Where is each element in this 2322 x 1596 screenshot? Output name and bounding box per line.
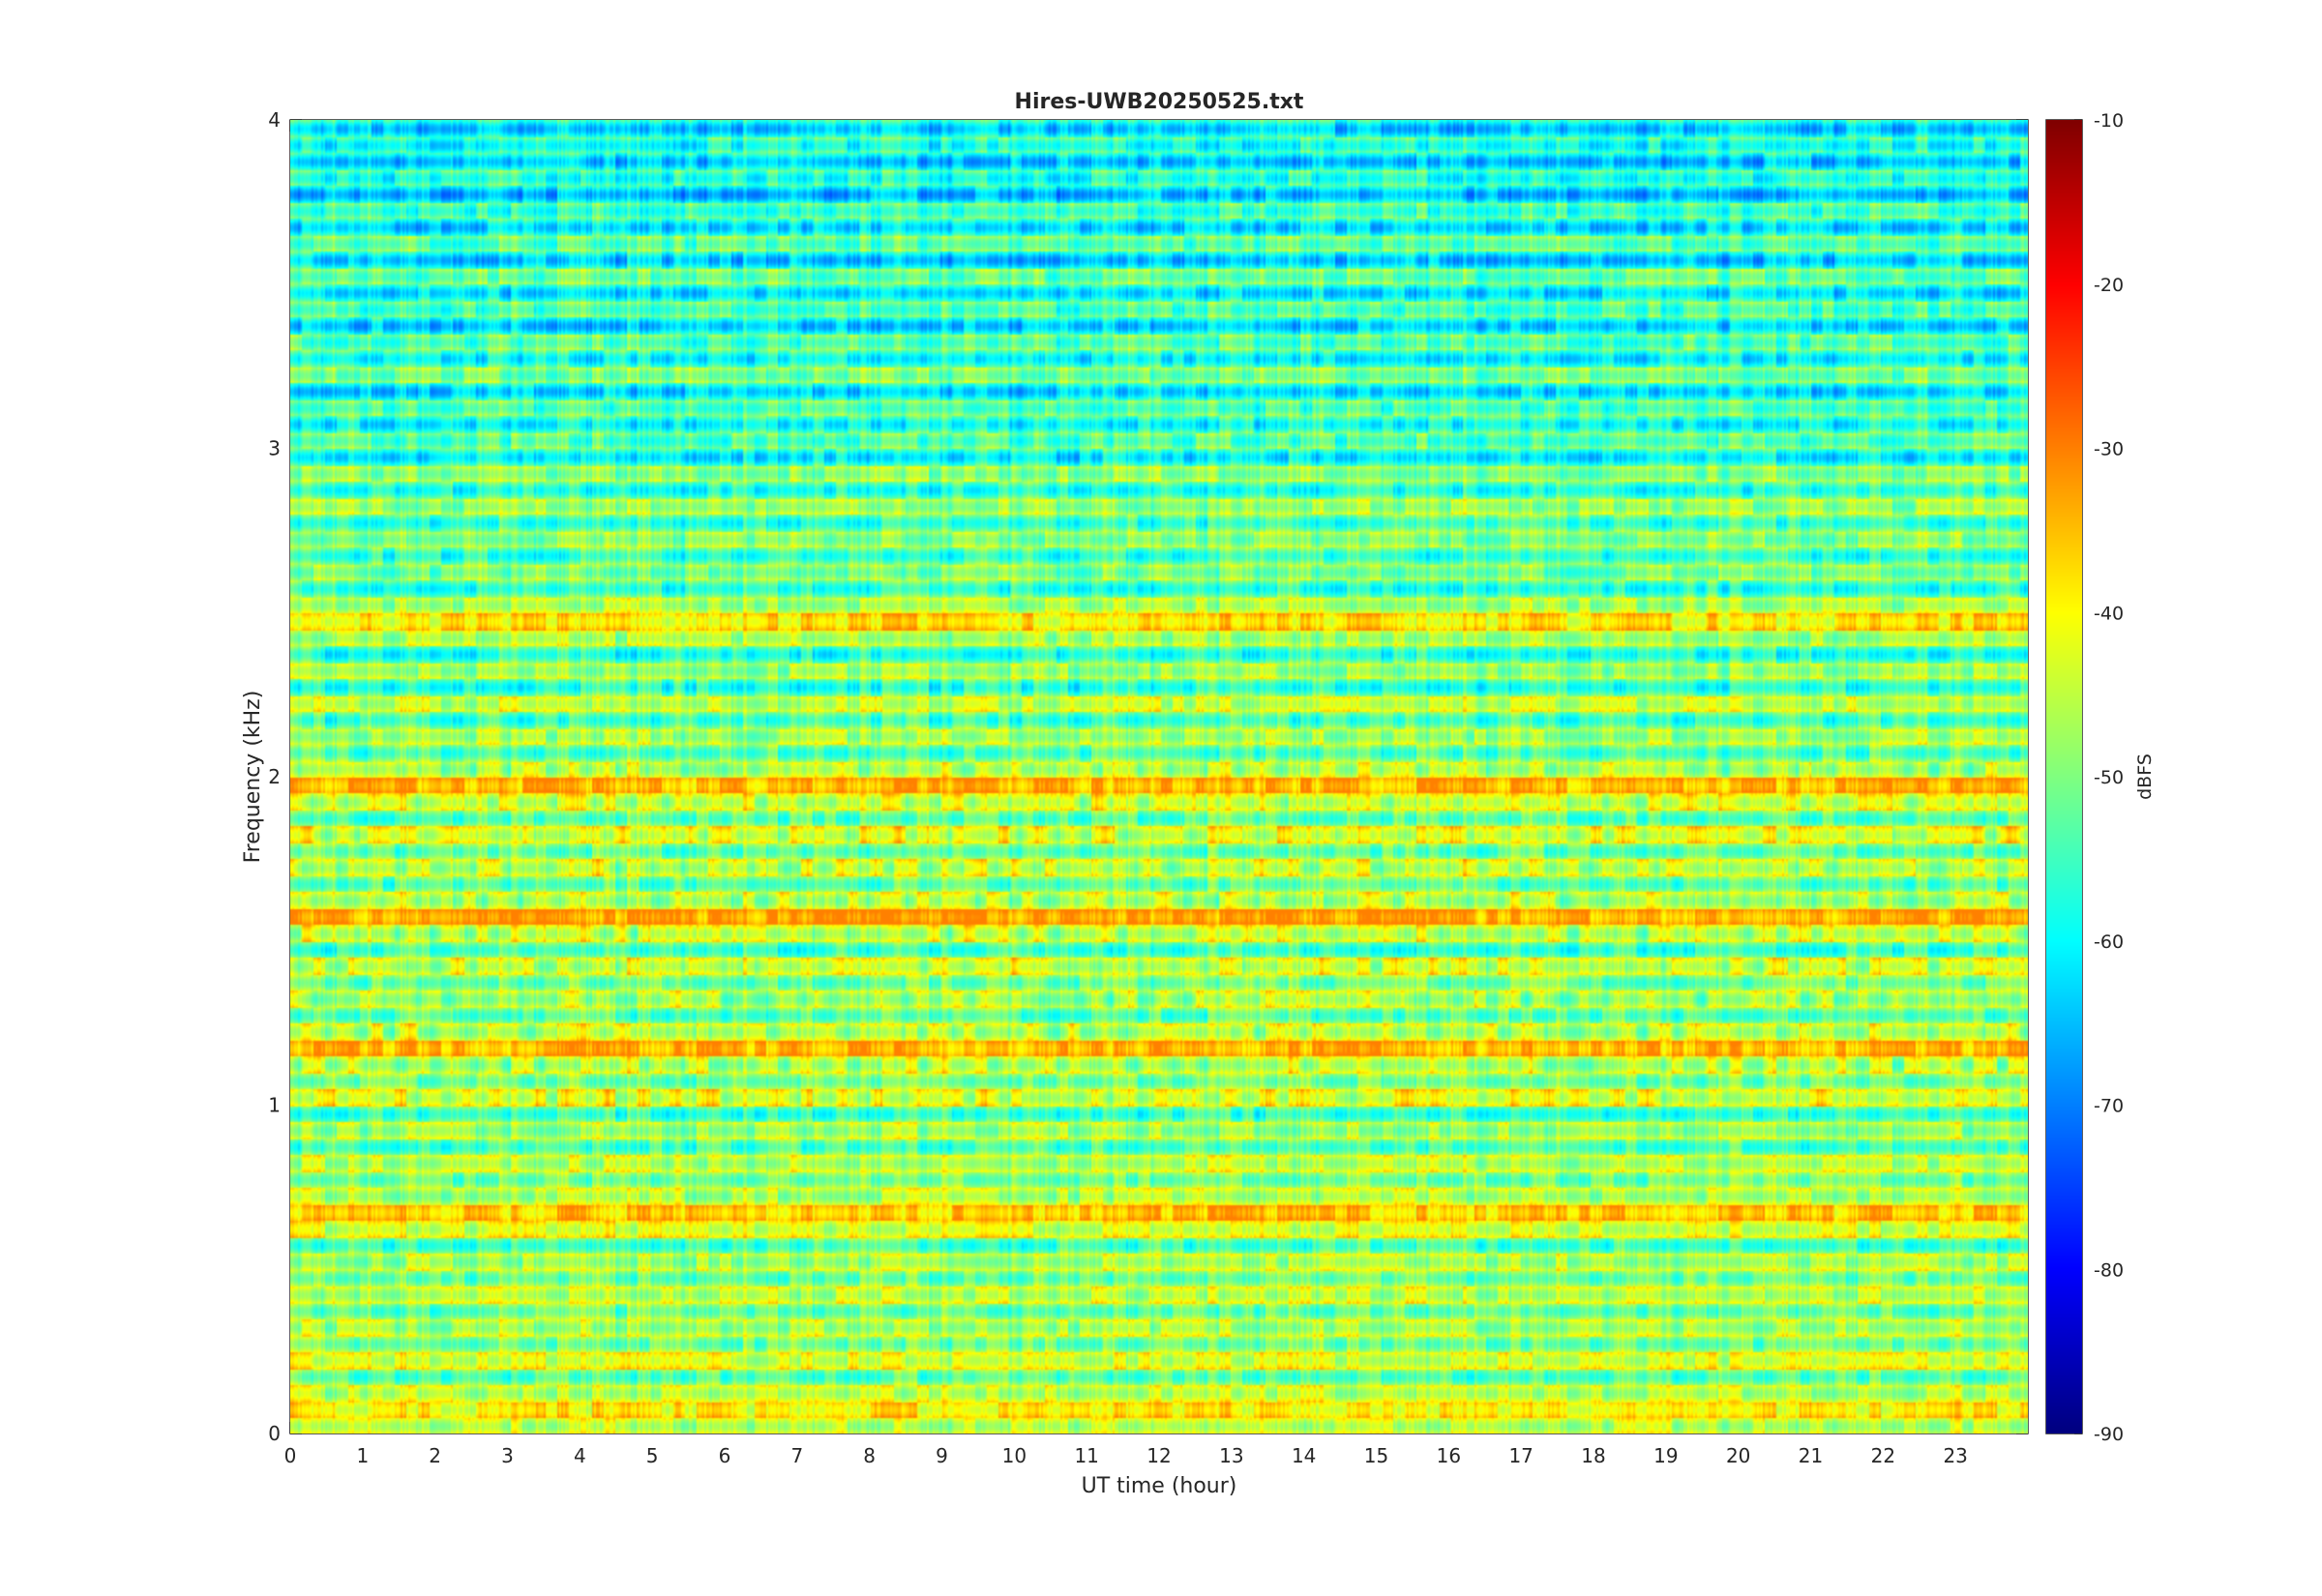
colorbar-tick-label: -60 (2094, 931, 2124, 953)
colorbar-tick-label: -40 (2094, 603, 2124, 624)
x-tick-label: 16 (1437, 1444, 1461, 1467)
x-tick-label: 14 (1292, 1444, 1316, 1467)
y-tick-label: 1 (268, 1094, 281, 1117)
x-tick-label: 12 (1146, 1444, 1171, 1467)
x-tick-label: 23 (1943, 1444, 1967, 1467)
x-tick-label: 10 (1002, 1444, 1027, 1467)
colorbar-tick-label: -10 (2094, 110, 2124, 132)
x-tick-label: 5 (646, 1444, 659, 1467)
colorbar-label: dBFS (2134, 754, 2156, 800)
x-tick-label: 19 (1653, 1444, 1678, 1467)
y-axis-label: Frequency (kHz) (241, 691, 265, 864)
x-tick-label: 8 (863, 1444, 876, 1467)
x-tick-label: 13 (1219, 1444, 1243, 1467)
x-tick-label: 17 (1508, 1444, 1533, 1467)
spectrogram-heatmap (290, 120, 2028, 1433)
x-tick-label: 11 (1074, 1444, 1098, 1467)
x-tick-label: 18 (1581, 1444, 1605, 1467)
colorbar-tick-label: -20 (2094, 275, 2124, 296)
x-tick-label: 1 (356, 1444, 369, 1467)
x-tick-label: 7 (790, 1444, 803, 1467)
x-axis-label: UT time (hour) (1082, 1474, 1237, 1498)
y-tick-label: 2 (268, 765, 281, 788)
chart-title: Hires-UWB20250525.txt (1015, 90, 1304, 114)
x-tick-label: 6 (719, 1444, 731, 1467)
colorbar-tick-label: -80 (2094, 1259, 2124, 1281)
x-tick-label: 9 (936, 1444, 948, 1467)
colorbar (2046, 120, 2082, 1433)
x-tick-label: 0 (284, 1444, 297, 1467)
y-tick-label: 3 (268, 437, 281, 460)
y-tick-label: 4 (268, 108, 281, 132)
x-tick-label: 4 (574, 1444, 586, 1467)
x-tick-label: 15 (1364, 1444, 1388, 1467)
x-tick-label: 21 (1799, 1444, 1823, 1467)
y-tick-label: 0 (268, 1422, 281, 1445)
colorbar-tick-label: -70 (2094, 1096, 2124, 1117)
x-tick-label: 20 (1726, 1444, 1750, 1467)
colorbar-tick-label: -50 (2094, 767, 2124, 788)
x-tick-label: 22 (1871, 1444, 1895, 1467)
x-tick-label: 2 (429, 1444, 441, 1467)
colorbar-tick-label: -30 (2094, 439, 2124, 460)
x-tick-label: 3 (501, 1444, 514, 1467)
colorbar-tick-label: -90 (2094, 1424, 2124, 1445)
